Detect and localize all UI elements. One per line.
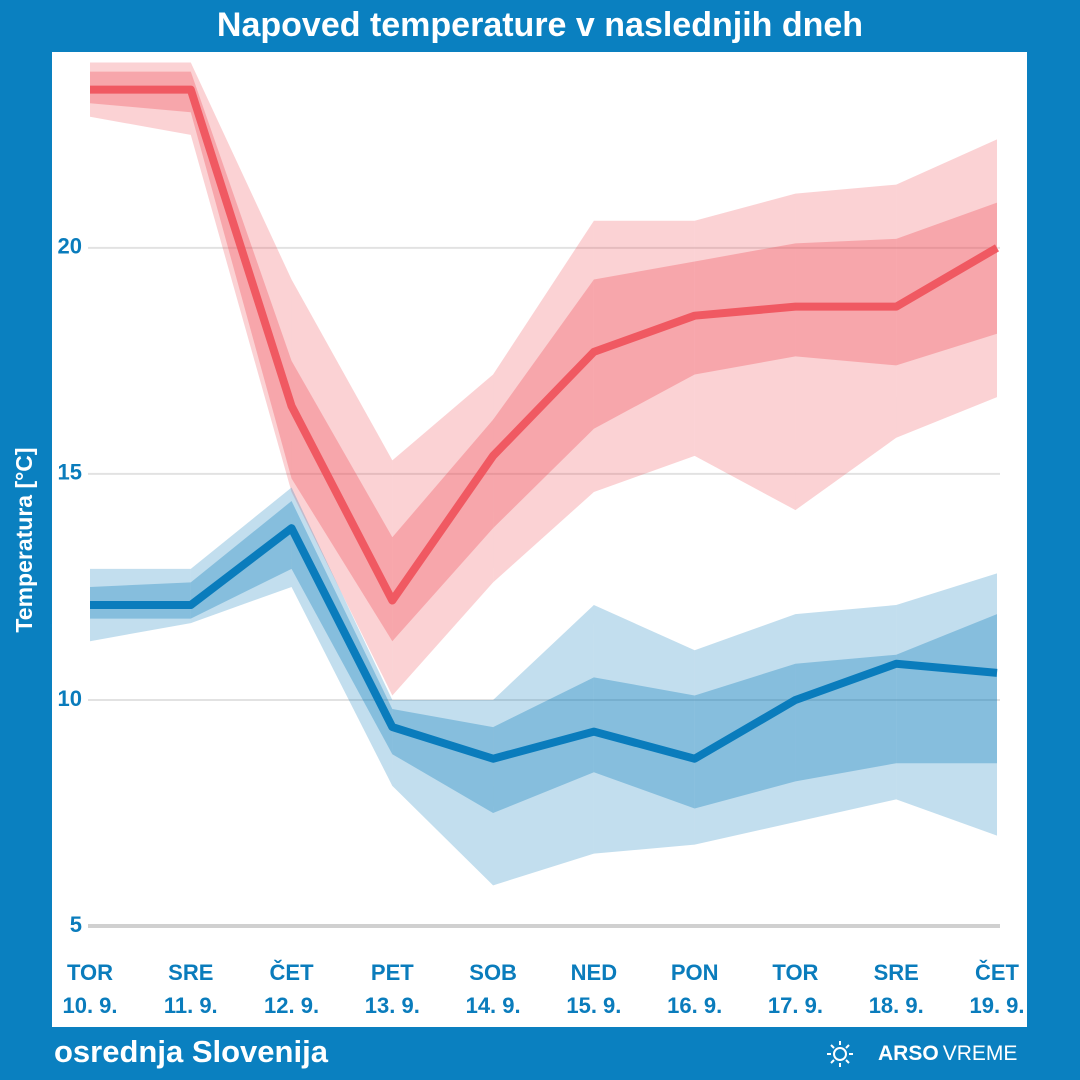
x-tick-date: 16. 9. [667,993,722,1018]
x-tick-date: 17. 9. [768,993,823,1018]
region-label: osrednja Slovenija [54,1034,329,1069]
x-tick-day: ČET [270,960,315,985]
outer-range-band [694,193,796,511]
y-tick-label: 10 [58,686,82,711]
x-tick-date: 18. 9. [869,993,924,1018]
x-tick-day: PET [371,960,414,985]
x-tick-date: 13. 9. [365,993,420,1018]
outer-range-band [291,279,393,696]
chart-title: Napoved temperature v naslednjih dneh [217,6,863,44]
inner-range-band [896,202,997,366]
x-tick-day: SRE [874,960,919,985]
x-tick-date: 19. 9. [969,993,1024,1018]
x-tick-day: ČET [975,960,1020,985]
outer-range-band [593,605,695,854]
x-tick-date: 15. 9. [566,993,621,1018]
outer-range-band [896,139,997,438]
outer-range-band [593,220,695,492]
inner-range-band [795,238,897,366]
inner-range-band [896,614,997,764]
logo-bold: ARSO [878,1042,939,1065]
x-tick-date: 11. 9. [164,993,218,1018]
x-tick-date: 14. 9. [466,993,521,1018]
x-tick-day: TOR [67,960,113,985]
outer-range-band [896,573,997,836]
logo-icon [827,1041,853,1067]
y-tick-label: 20 [58,234,82,259]
outer-range-band [795,184,897,511]
inner-range-band [90,582,191,619]
logo-light: VREME [943,1042,1018,1065]
plot-panel [52,52,1027,1027]
x-tick-day: NED [571,960,617,985]
median-line [90,85,1000,605]
outer-range-band [795,605,897,823]
inner-range-band [795,654,897,782]
x-tick-date: 10. 9. [62,993,117,1018]
median-line [90,524,998,763]
x-tick-day: SRE [168,960,213,985]
y-axis-label: Temperatura [°C] [11,447,37,632]
x-tick-day: TOR [772,960,818,985]
x-tick-day: SOB [469,960,517,985]
outer-range-band [392,699,494,886]
logo-text: ARSO VREME [878,1042,1017,1065]
y-tick-label: 5 [70,912,82,937]
x-tick-day: PON [671,960,719,985]
outer-range-band [291,487,393,786]
outer-range-band [90,62,191,135]
y-tick-label: 15 [58,460,82,485]
inner-range-band [593,261,695,429]
inner-range-band [694,663,796,809]
x-tick-date: 12. 9. [264,993,319,1018]
